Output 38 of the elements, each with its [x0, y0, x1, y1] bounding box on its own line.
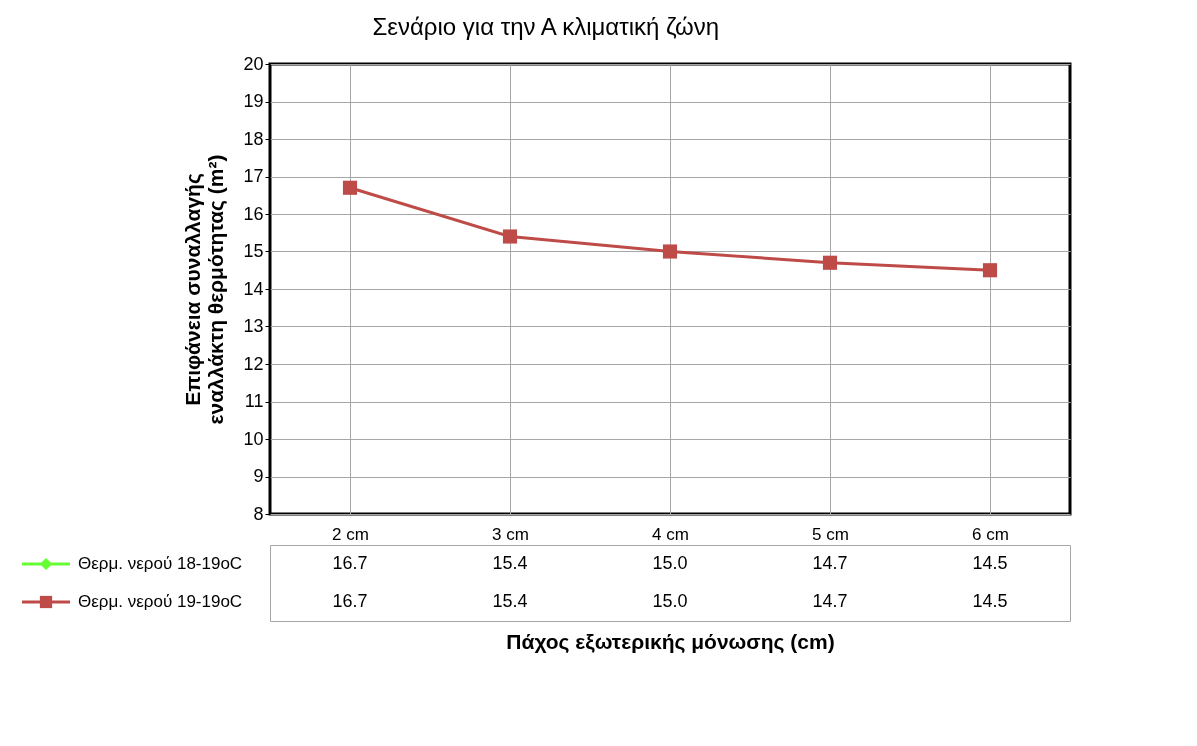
x-tick-label: 5 cm [812, 524, 849, 544]
data-label: 14.5 [972, 591, 1008, 611]
text: 14.7 [812, 553, 848, 573]
data-label: 15.0 [652, 591, 688, 611]
y-tick-label: 18 [243, 128, 264, 149]
data-label: 16.7 [332, 591, 368, 611]
text: 15.4 [492, 553, 528, 573]
x-tick-label: 3 cm [492, 524, 529, 544]
y-tick-label: 12 [243, 353, 264, 374]
text: 16.7 [332, 553, 368, 573]
data-label: 15.4 [492, 591, 528, 611]
y-tick-label: 13 [243, 316, 264, 336]
point [502, 229, 518, 244]
text: 14.5 [972, 553, 1008, 573]
point [342, 180, 358, 195]
x-axis-title: Πάχος εξωτερικής μόνωσης (cm) [506, 629, 835, 654]
chart-title: Σενάριο για την Α κλιματική ζώνη [372, 12, 720, 40]
point [982, 263, 998, 278]
y-tick-label: 11 [244, 391, 264, 411]
data-label: 14.7 [812, 591, 848, 611]
x-tick-label: 6 cm [972, 524, 1009, 544]
y-tick-label: 15 [243, 241, 264, 261]
y-tick-label: 20 [243, 53, 264, 74]
y-tick-label: 9 [253, 466, 264, 486]
y-tick-label: 19 [243, 91, 264, 111]
legend-label: Θερμ. νερού 18-19oC [78, 554, 243, 573]
x-tick-label: 2 cm [332, 524, 369, 544]
x-tick-label: 4 cm [652, 524, 689, 544]
y-tick-label: 8 [253, 503, 264, 524]
legend-label: Θερμ. νερού 19-19oC [78, 592, 243, 611]
point [822, 255, 838, 270]
y-tick-label: 10 [243, 428, 264, 449]
y-tick-label: 14 [243, 278, 264, 299]
text: 15.0 [652, 553, 688, 573]
y-tick-label: 16 [243, 203, 264, 224]
y-axis-title: Επιφάνεια συναλλαγής εναλλάκτη θερμότητας (m²) [181, 154, 229, 425]
point [662, 244, 678, 259]
y-tick-label: 17 [243, 166, 264, 186]
